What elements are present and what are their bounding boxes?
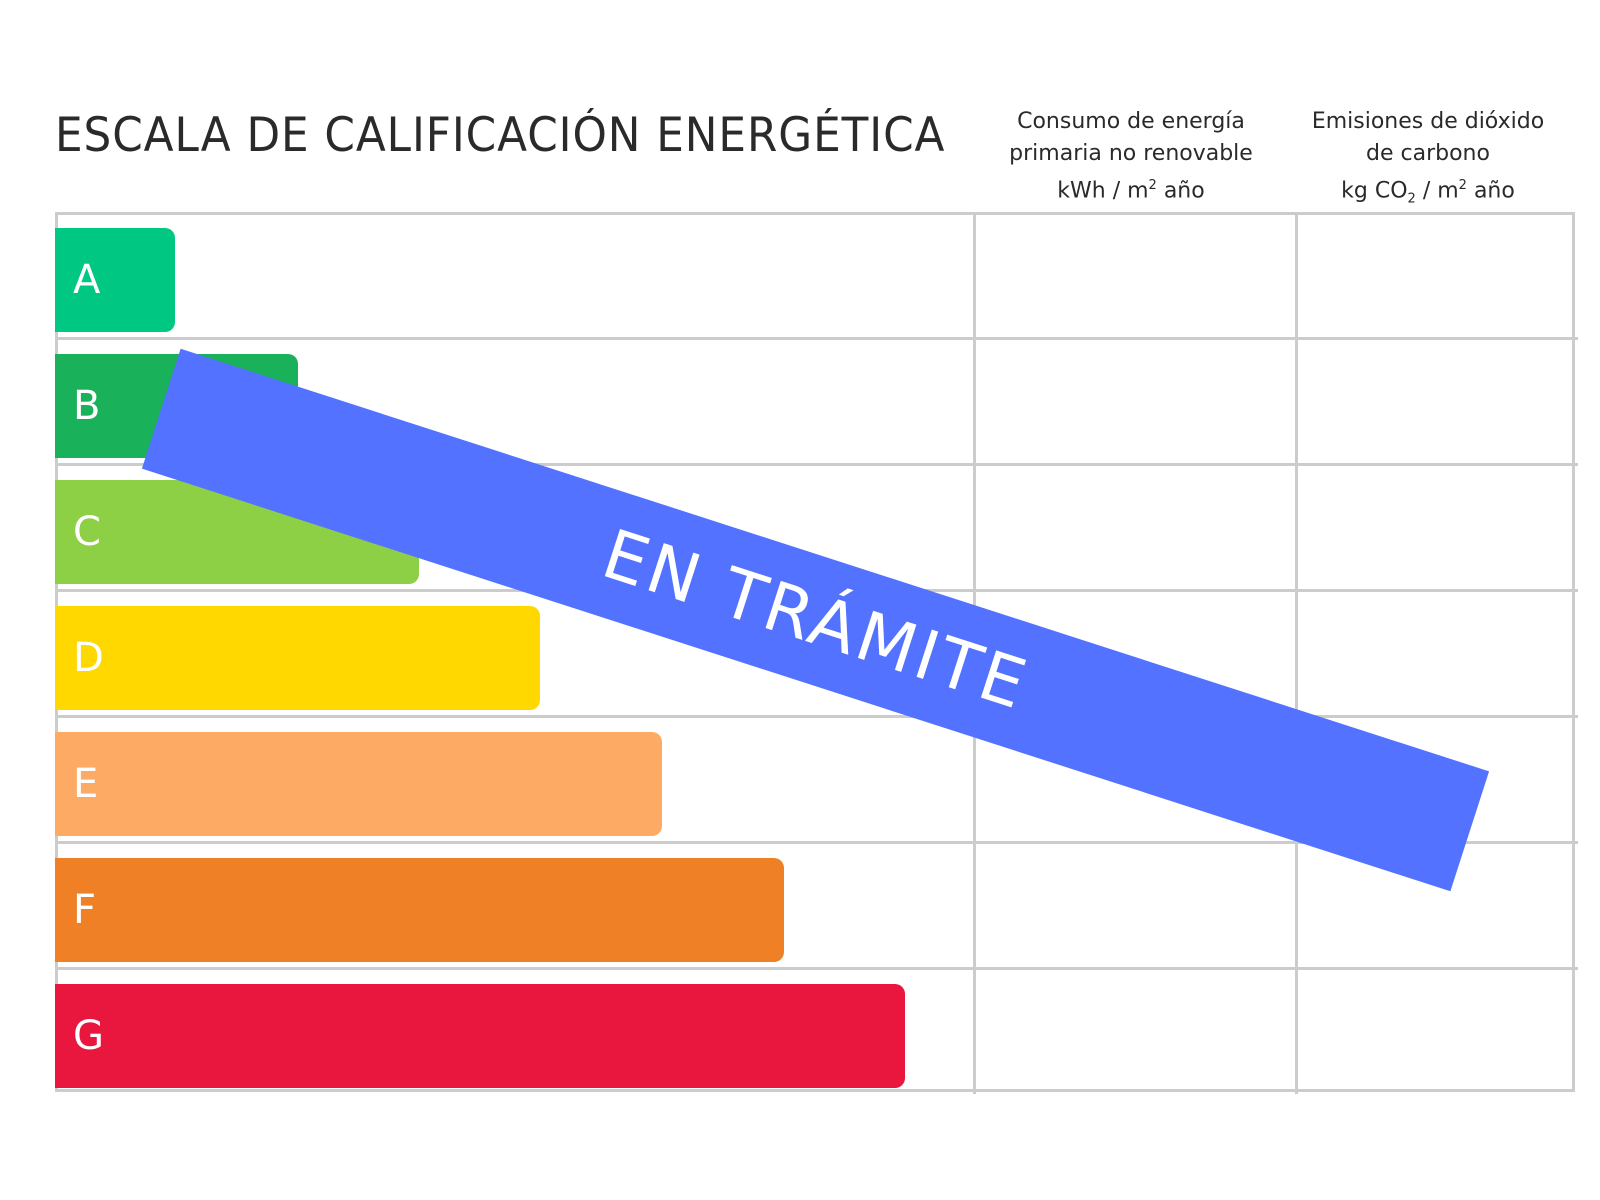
header-line: Emisiones de dióxido: [1311, 109, 1545, 134]
rating-bar-e: E: [55, 732, 662, 836]
header-line: de carbono: [1366, 141, 1490, 166]
rating-bar-g: G: [55, 984, 905, 1088]
header-unit: kg CO2 / m2 año: [1341, 178, 1515, 207]
header-line: Consumo de energía: [1017, 109, 1245, 134]
column-header-emissions: Emisiones de dióxido de carbono kg CO2 /…: [1268, 106, 1588, 216]
rating-bar-a: A: [55, 228, 175, 332]
row-divider: [55, 337, 1578, 340]
rating-bar-d: D: [55, 606, 540, 710]
header-line: primaria no renovable: [1009, 141, 1253, 166]
page-title: ESCALA DE CALIFICACIÓN ENERGÉTICA: [55, 108, 946, 163]
row-divider: [55, 463, 1578, 466]
row-divider: [55, 715, 1578, 718]
row-divider: [55, 967, 1578, 970]
column-header-energy: Consumo de energía primaria no renovable…: [971, 106, 1291, 207]
rating-bar-f: F: [55, 858, 784, 962]
header-unit: kWh / m2 año: [1057, 178, 1205, 204]
row-divider: [55, 841, 1578, 844]
column-divider: [1295, 212, 1298, 1094]
